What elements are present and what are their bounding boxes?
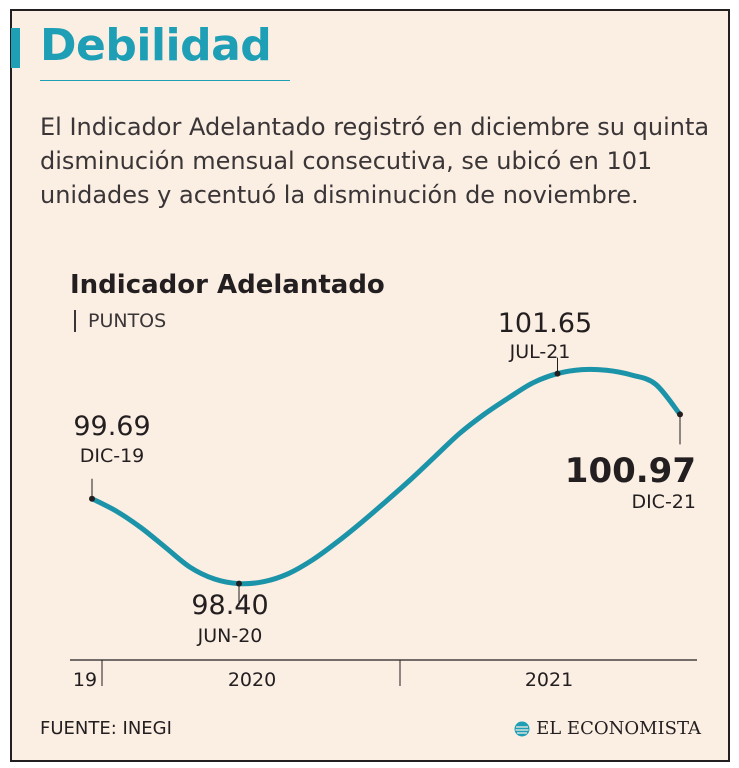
chart-units-label: PUNTOS	[74, 310, 166, 332]
value-label-jul-21: 101.65	[498, 308, 592, 339]
globe-icon	[514, 721, 530, 736]
marker-jun-20	[236, 580, 242, 587]
x-tick-label-2021: 2021	[525, 669, 573, 691]
value-label-jun-20: 98.40	[191, 590, 268, 621]
x-tick-label-19: 19	[73, 669, 97, 691]
infographic-frame	[10, 9, 730, 762]
marker-dic-21	[677, 411, 683, 418]
value-label-dic-19: 99.69	[73, 411, 150, 442]
page-title: Debilidad	[40, 20, 272, 71]
title-divider	[40, 80, 290, 81]
chart-title: Indicador Adelantado	[70, 270, 385, 300]
marker-jul-21	[554, 370, 561, 377]
value-label-dic-21: 100.97	[565, 451, 696, 491]
date-label-jun-20: JUN-20	[197, 625, 263, 647]
brand-name: EL ECONOMISTA	[536, 718, 701, 739]
date-label-dic-19: DIC-19	[80, 445, 145, 467]
description-text: El Indicador Adelantado registró en dici…	[40, 113, 710, 209]
brand-logo: EL ECONOMISTA	[514, 718, 701, 739]
source-note: FUENTE: INEGI	[40, 718, 172, 739]
x-tick-label-2020: 2020	[228, 669, 276, 691]
date-label-jul-21: JUL-21	[509, 341, 571, 363]
series-line	[89, 366, 683, 587]
date-label-dic-21: DIC-21	[631, 491, 696, 513]
marker-dic-19	[89, 495, 95, 502]
title-accent-bar	[11, 28, 20, 68]
